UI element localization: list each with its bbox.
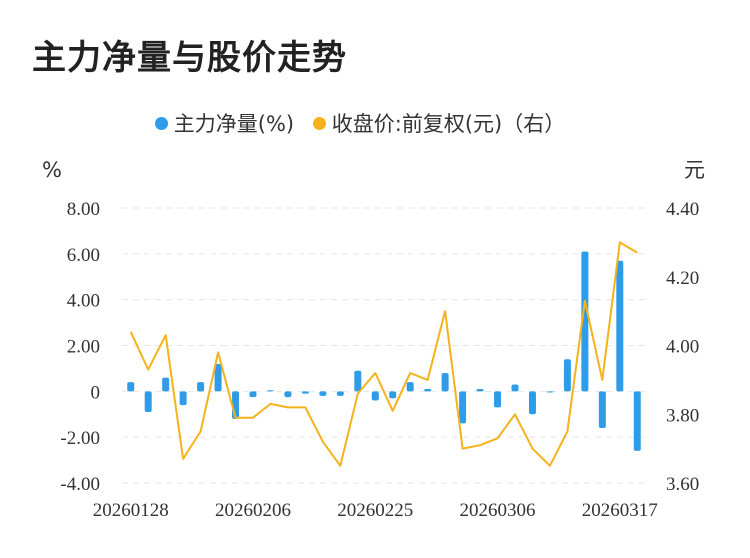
left-tick-label: 8.00 <box>67 199 100 220</box>
bar-main-net[interactable] <box>494 391 502 408</box>
right-tick-label: 4.00 <box>666 337 699 358</box>
bar-main-net[interactable] <box>127 382 135 392</box>
chart-title: 主力净量与股价走势 <box>32 38 347 78</box>
bar-main-net[interactable] <box>563 359 571 392</box>
left-tick-label: -2.00 <box>60 428 100 449</box>
bar-main-net[interactable] <box>197 382 205 392</box>
right-tick-label: 3.80 <box>666 405 699 426</box>
legend-item-main-net[interactable]: 主力净量(%) <box>154 108 295 138</box>
left-tick-label: 0 <box>91 382 101 403</box>
legend: 主力净量(%) 收盘价:前复权(元)（右） <box>0 108 720 138</box>
legend-label-main-net: 主力净量(%) <box>173 112 295 136</box>
left-tick-label: 4.00 <box>67 291 100 312</box>
legend-item-close-price[interactable]: 收盘价:前复权(元)（右） <box>312 108 566 138</box>
left-tick-label: -4.00 <box>60 474 100 495</box>
bar-main-net[interactable] <box>249 391 257 398</box>
x-tick-label: 20260317 <box>582 500 658 521</box>
bar-main-net[interactable] <box>284 391 292 398</box>
bar-main-net[interactable] <box>598 391 606 428</box>
bar-main-net[interactable] <box>144 391 152 412</box>
bar-main-net[interactable] <box>406 382 414 392</box>
bar-main-net[interactable] <box>389 391 397 399</box>
bar-main-net[interactable] <box>301 391 309 394</box>
x-tick-label: 20260306 <box>460 500 536 521</box>
x-tick-label: 20260128 <box>93 500 169 521</box>
x-tick-label: 20260206 <box>215 500 291 521</box>
right-tick-label: 4.20 <box>666 268 699 289</box>
legend-marker-close-price <box>312 116 326 130</box>
bar-main-net[interactable] <box>616 260 624 392</box>
bar-main-net[interactable] <box>336 391 344 396</box>
bar-main-net[interactable] <box>546 391 554 393</box>
bar-main-net[interactable] <box>214 363 222 392</box>
right-tick-label: 4.40 <box>666 199 699 220</box>
bar-main-net[interactable] <box>179 391 187 406</box>
bar-main-net[interactable] <box>459 391 467 424</box>
bar-main-net[interactable] <box>424 389 432 392</box>
left-tick-label: 6.00 <box>67 245 100 266</box>
bar-main-net[interactable] <box>581 251 589 392</box>
line-close-price[interactable] <box>129 241 638 467</box>
bar-main-net[interactable] <box>476 389 484 392</box>
bar-main-net[interactable] <box>319 391 327 396</box>
legend-marker-main-net <box>154 116 168 130</box>
bar-main-net[interactable] <box>371 391 379 401</box>
bar-main-net[interactable] <box>633 391 641 451</box>
left-axis-unit: % <box>42 158 62 182</box>
bar-main-net[interactable] <box>528 391 536 415</box>
left-tick-label: 2.00 <box>67 337 100 358</box>
bar-main-net[interactable] <box>162 377 170 392</box>
right-axis-unit: 元 <box>684 158 705 182</box>
x-tick-label: 20260225 <box>337 500 413 521</box>
bar-main-net[interactable] <box>266 390 274 392</box>
bar-main-net[interactable] <box>354 370 362 392</box>
bar-main-net[interactable] <box>441 373 449 392</box>
bar-main-net[interactable] <box>511 384 519 392</box>
legend-label-close-price: 收盘价:前复权(元)（右） <box>331 112 566 136</box>
right-tick-label: 3.60 <box>666 474 699 495</box>
